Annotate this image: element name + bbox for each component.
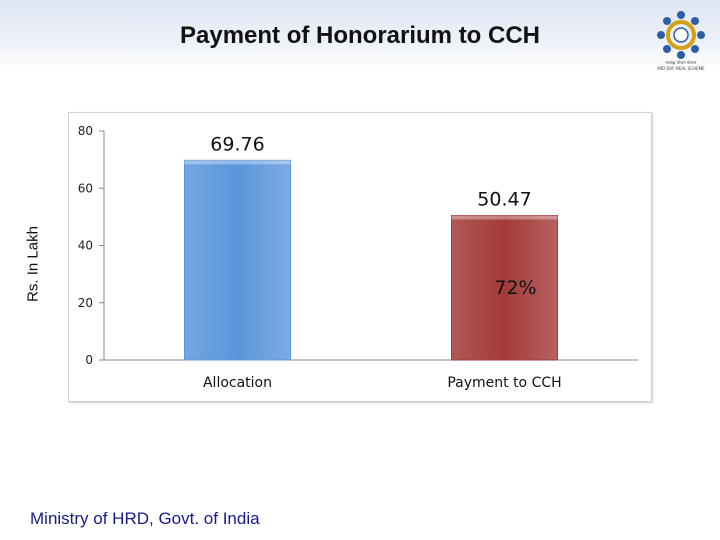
footer-text: Ministry of HRD, Govt. of India xyxy=(30,509,260,528)
y-tick-label: 40 xyxy=(78,239,93,253)
bar-highlight xyxy=(184,160,291,165)
y-tick-label: 0 xyxy=(85,353,93,367)
data-label: 69.76 xyxy=(210,133,264,155)
x-tick-label: Allocation xyxy=(203,375,272,391)
bar xyxy=(451,215,558,361)
mid-day-meal-logo xyxy=(657,11,705,59)
y-tick-label: 80 xyxy=(78,124,93,138)
header-band xyxy=(0,0,720,72)
annotation-label: 72% xyxy=(494,277,536,299)
y-tick-label: 20 xyxy=(78,296,93,310)
bar xyxy=(184,159,291,361)
page-title: Payment of Honorarium to CCH xyxy=(179,22,541,49)
logo-text: MID DAY MEAL SCHEME xyxy=(657,66,705,71)
bar-highlight xyxy=(451,215,558,220)
data-label: 50.47 xyxy=(477,189,531,211)
x-tick-label: Payment to CCH xyxy=(447,375,561,391)
logo-text: मध्याह्न भोजन योजना xyxy=(665,60,697,65)
y-axis-label: Rs. In Lakh xyxy=(24,226,42,302)
y-tick-label: 60 xyxy=(78,181,93,195)
